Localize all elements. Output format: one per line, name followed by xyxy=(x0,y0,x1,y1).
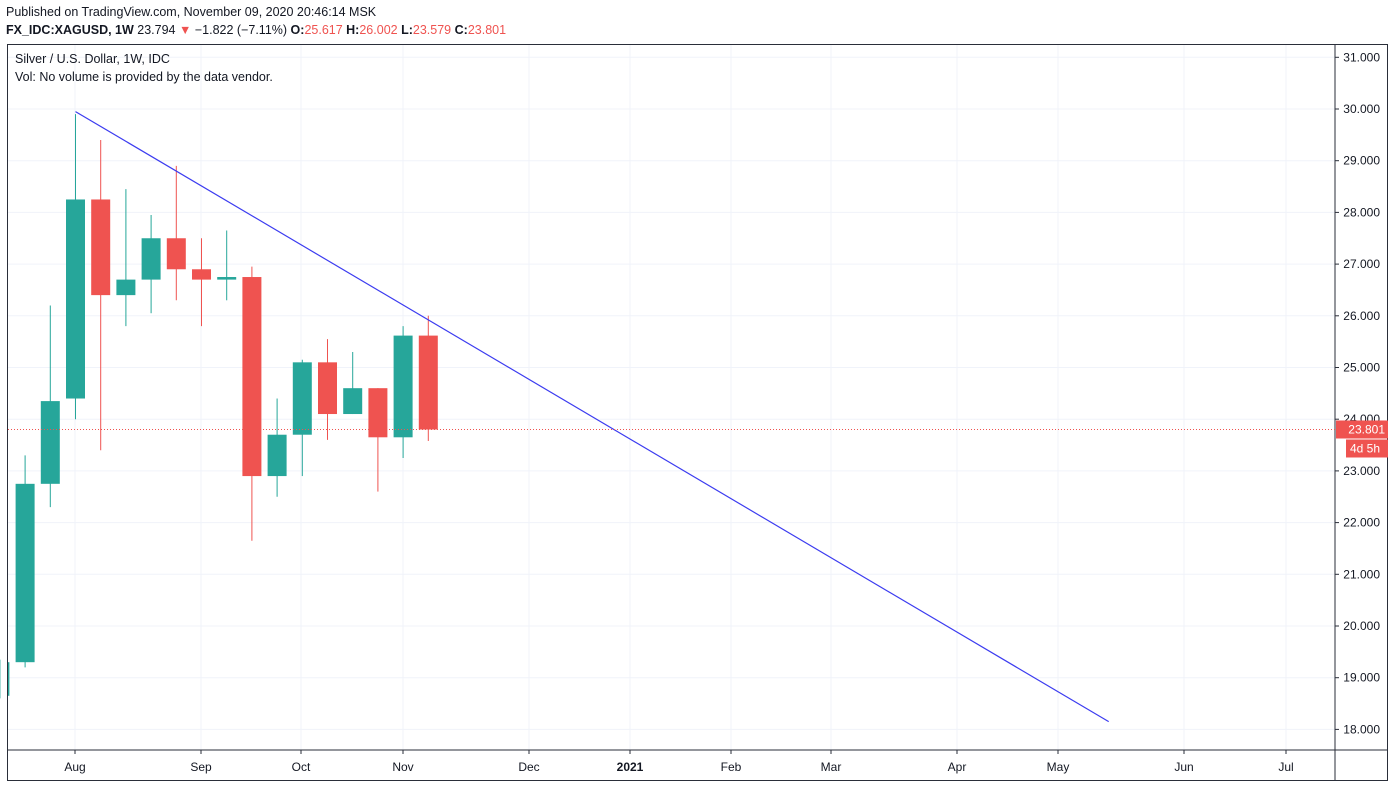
candle-body xyxy=(343,388,363,415)
x-tick-label: Jul xyxy=(1278,760,1293,774)
y-tick-label: 22.000 xyxy=(1343,516,1380,530)
y-tick-label: 31.000 xyxy=(1343,50,1380,64)
countdown-label: 4d 5h xyxy=(1350,441,1380,455)
x-tick-label: Sep xyxy=(190,760,212,774)
x-tick-label: Feb xyxy=(721,760,742,774)
candle-body xyxy=(141,238,161,280)
chart-frame xyxy=(7,44,1388,781)
volume-note: Vol: No volume is provided by the data v… xyxy=(15,70,273,84)
last-price-label: 23.801 xyxy=(1348,422,1385,436)
countdown-marker xyxy=(1346,439,1388,458)
down-arrow-icon: ▼ xyxy=(179,23,192,37)
y-tick-label: 28.000 xyxy=(1343,205,1380,219)
candle-body xyxy=(116,279,136,296)
x-tick-label: Apr xyxy=(948,760,967,774)
candle-body xyxy=(66,199,85,399)
candle-body xyxy=(292,362,312,435)
candle-body xyxy=(242,277,262,477)
candle-body xyxy=(8,662,10,696)
candle-body xyxy=(418,335,438,430)
low-value: 23.579 xyxy=(412,23,452,37)
y-tick-label: 18.000 xyxy=(1343,722,1380,736)
close-label: C: xyxy=(454,23,468,37)
x-tick-label: 2021 xyxy=(617,760,644,774)
price-change: −1.822 (−7.11%) xyxy=(194,23,288,37)
y-tick-label: 29.000 xyxy=(1343,154,1380,168)
x-tick-label: May xyxy=(1047,760,1070,774)
candle-body xyxy=(368,388,388,438)
trendline xyxy=(75,111,1110,723)
y-tick-label: 23.000 xyxy=(1343,464,1380,478)
x-tick-label: Oct xyxy=(292,760,311,774)
last-price: 23.794 xyxy=(137,23,176,37)
y-tick-label: 19.000 xyxy=(1343,671,1380,685)
y-tick-label: 27.000 xyxy=(1343,257,1380,271)
close-value: 23.801 xyxy=(467,23,507,37)
candle-body xyxy=(91,199,111,296)
candle-body xyxy=(393,335,413,438)
y-tick-label: 30.000 xyxy=(1343,102,1380,116)
y-tick-label: 21.000 xyxy=(1343,567,1380,581)
candle-body xyxy=(267,434,287,477)
high-label: H: xyxy=(346,23,360,37)
candle-body xyxy=(217,277,237,280)
symbol-line: FX_IDC:XAGUSD, 1W 23.794 ▼ −1.822 (−7.11… xyxy=(6,23,506,37)
x-tick-label: Jun xyxy=(1174,760,1193,774)
y-tick-label: 26.000 xyxy=(1343,309,1380,323)
candle-body xyxy=(166,238,186,270)
open-value: 25.617 xyxy=(304,23,343,37)
candle-body xyxy=(15,483,35,663)
candle-body xyxy=(192,269,211,280)
x-tick-label: Nov xyxy=(392,760,413,774)
x-tick-label: Mar xyxy=(821,760,842,774)
high-value: 26.002 xyxy=(359,23,398,37)
x-tick-label: Aug xyxy=(64,760,85,774)
y-tick-label: 20.000 xyxy=(1343,619,1380,633)
symbol: FX_IDC:XAGUSD, 1W xyxy=(6,23,134,37)
low-label: L: xyxy=(401,23,413,37)
x-tick-label: Dec xyxy=(518,760,539,774)
candle-body xyxy=(318,362,337,415)
candle-body xyxy=(40,401,60,484)
y-tick-label: 25.000 xyxy=(1343,361,1380,375)
open-label: O: xyxy=(290,23,305,37)
chart-legend-title: Silver / U.S. Dollar, 1W, IDC xyxy=(15,52,170,66)
published-line: Published on TradingView.com, November 0… xyxy=(6,5,377,19)
last-price-marker xyxy=(1336,420,1388,439)
